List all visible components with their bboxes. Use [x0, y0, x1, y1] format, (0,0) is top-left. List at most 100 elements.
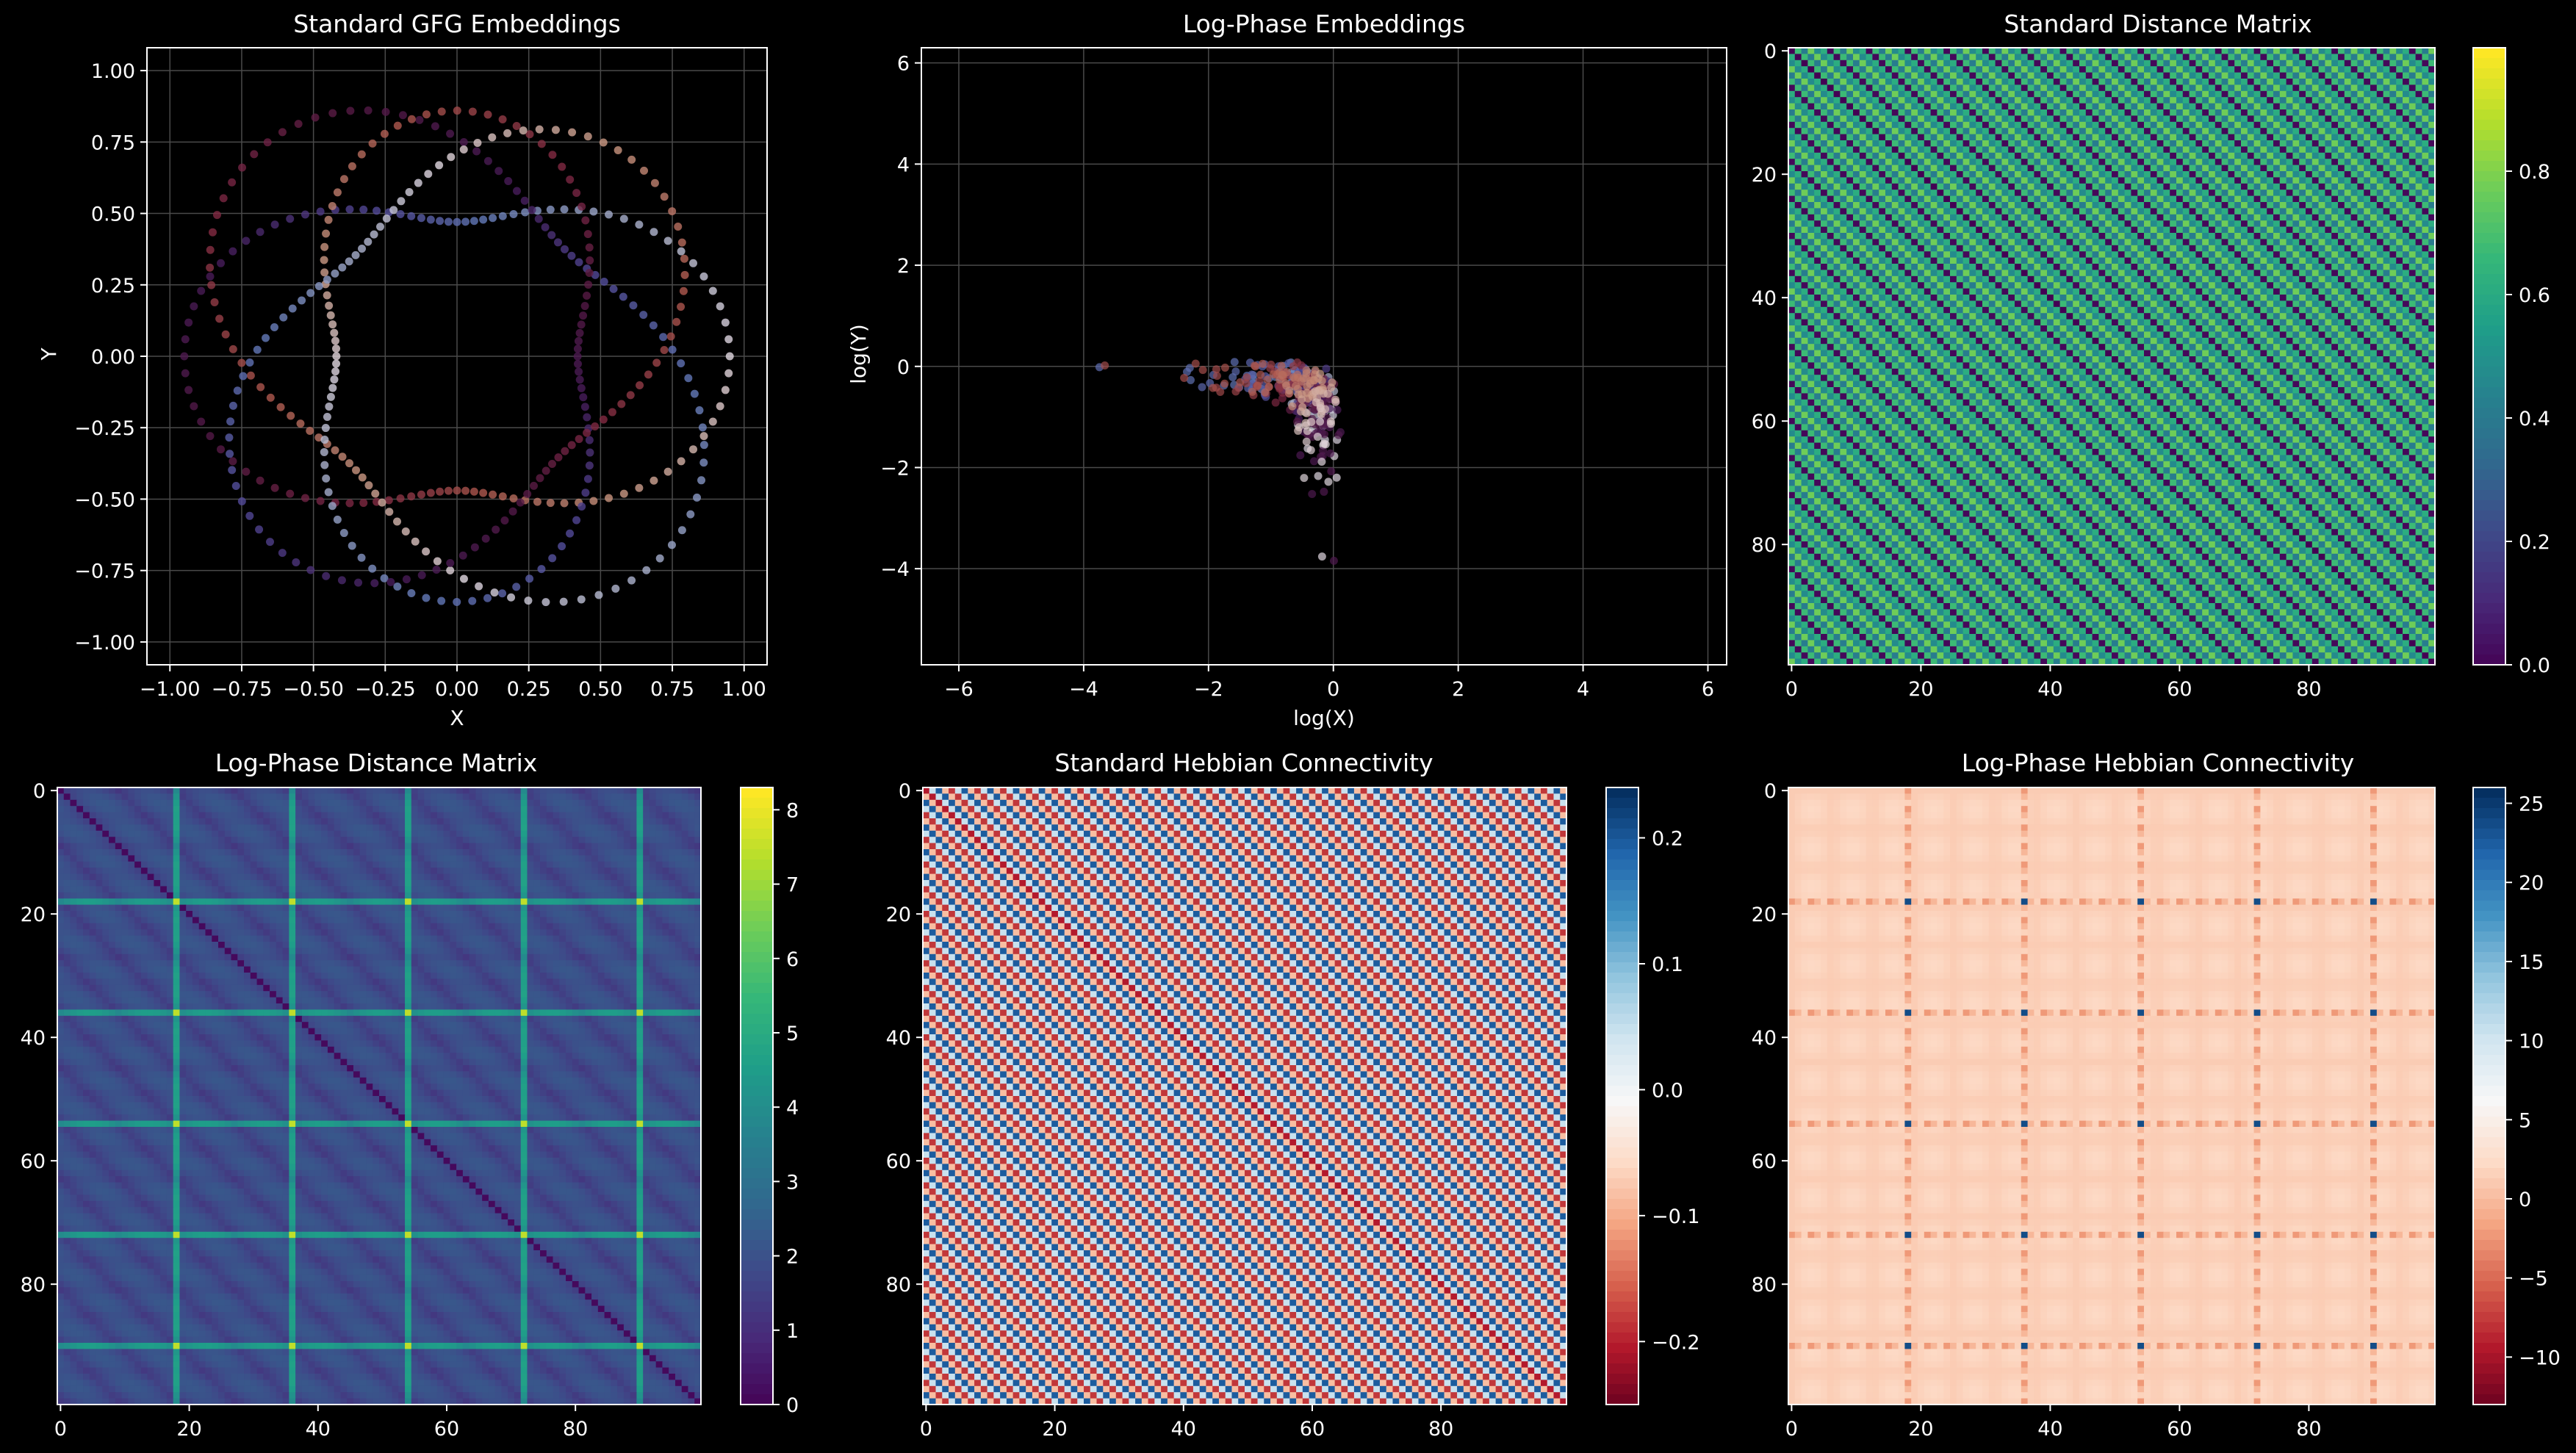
heatmap-cell: [2312, 73, 2319, 79]
heatmap-cell: [1892, 104, 1899, 110]
heatmap-cell: [2047, 84, 2054, 91]
heatmap-cell: [2357, 115, 2364, 122]
heatmap-cell: [2222, 73, 2228, 79]
heatmap-cell: [2396, 115, 2403, 122]
heatmap-cell: [2377, 146, 2383, 153]
data-point: [566, 176, 574, 184]
heatmap-cell: [1924, 54, 1931, 60]
heatmap-cell: [1872, 54, 1879, 60]
heatmap-cell: [2377, 115, 2383, 122]
heatmap-cell: [2060, 146, 2067, 153]
heatmap-cell: [2112, 73, 2118, 79]
data-point: [453, 107, 461, 115]
heatmap-cell: [2234, 79, 2241, 85]
heatmap-cell: [1853, 79, 1860, 85]
heatmap-cell: [2093, 134, 2099, 141]
heatmap-cell: [2273, 73, 2280, 79]
heatmap-cell: [2416, 54, 2422, 60]
heatmap-cell: [2112, 134, 2118, 141]
heatmap-cell: [1834, 91, 1841, 98]
data-point: [664, 237, 672, 245]
heatmap-cell: [2389, 146, 2396, 153]
heatmap-cell: [1899, 91, 1905, 98]
heatmap-cell: [1924, 146, 1931, 153]
heatmap-cell: [1795, 79, 1802, 85]
heatmap-cell: [2170, 73, 2176, 79]
heatmap-cell: [2377, 48, 2383, 54]
data-point: [1307, 446, 1315, 454]
heatmap-cell: [2125, 60, 2131, 67]
heatmap-cell: [1788, 134, 1795, 141]
heatmap-cell: [2118, 54, 2125, 60]
heatmap-cell: [2060, 60, 2067, 67]
heatmap-cell: [1957, 104, 1963, 110]
heatmap-cell: [2287, 122, 2293, 129]
heatmap-cell: [1963, 146, 1970, 153]
data-point: [1330, 557, 1338, 565]
heatmap-cell: [2364, 91, 2370, 98]
data-point: [369, 140, 377, 148]
heatmap-cell: [1911, 140, 1918, 147]
heatmap-cell: [1840, 128, 1846, 134]
data-point: [352, 466, 360, 475]
data-point: [561, 500, 569, 508]
data-point: [322, 229, 330, 237]
heatmap-cell: [2105, 84, 2112, 91]
heatmap-cell: [2079, 146, 2086, 153]
data-point: [681, 271, 689, 279]
data-point: [700, 432, 708, 440]
data-point: [453, 598, 461, 606]
data-point: [1308, 490, 1316, 498]
y-tick-label: 1.00: [91, 60, 135, 83]
heatmap-cell: [1879, 122, 1885, 129]
heatmap-cell: [1853, 91, 1860, 98]
heatmap-cell: [2234, 134, 2241, 141]
data-point: [1317, 404, 1325, 412]
heatmap-cell: [2195, 54, 2202, 60]
heatmap-cell: [1982, 115, 1989, 122]
heatmap-cell: [2034, 122, 2040, 129]
data-point: [445, 487, 453, 495]
heatmap-cell: [2028, 60, 2034, 67]
heatmap-cell: [2287, 73, 2293, 79]
data-point: [345, 459, 353, 467]
heatmap-cell: [2054, 104, 2060, 110]
data-point: [716, 303, 724, 311]
heatmap-cell: [1866, 109, 1873, 116]
heatmap-cell: [2364, 84, 2370, 91]
heatmap-cell: [2118, 97, 2125, 104]
heatmap-cell: [1802, 146, 1808, 153]
heatmap-cell: [2105, 97, 2112, 104]
heatmap-cell: [2144, 79, 2151, 85]
heatmap-cell: [1892, 122, 1899, 129]
heatmap-cell: [2001, 48, 2008, 54]
heatmap-cell: [2325, 91, 2331, 98]
heatmap-cell: [2287, 146, 2293, 153]
heatmap-cell: [2377, 104, 2383, 110]
heatmap-cell: [1899, 122, 1905, 129]
heatmap-cell: [1996, 66, 2002, 73]
heatmap-cell: [2112, 60, 2118, 67]
heatmap-cell: [1860, 146, 1866, 153]
heatmap-cell: [1879, 60, 1885, 67]
data-point: [726, 353, 734, 361]
heatmap-cell: [1827, 73, 1834, 79]
heatmap-cell: [1982, 97, 1989, 104]
heatmap-cell: [2280, 104, 2287, 110]
heatmap-cell: [1885, 140, 1892, 147]
heatmap-cell: [2163, 54, 2170, 60]
heatmap-cell: [2312, 104, 2319, 110]
heatmap-cell: [2248, 54, 2254, 60]
data-point: [242, 237, 250, 245]
heatmap-cell: [2131, 73, 2137, 79]
heatmap-cell: [2163, 73, 2170, 79]
heatmap-cell: [1892, 54, 1899, 60]
heatmap-cell: [1834, 128, 1841, 134]
heatmap-cell: [2403, 84, 2409, 91]
heatmap-cell: [2086, 134, 2093, 141]
heatmap-cell: [2021, 79, 2028, 85]
data-point: [716, 402, 724, 410]
heatmap-cell: [1918, 48, 1924, 54]
heatmap-cell: [1924, 60, 1931, 67]
heatmap-cell: [2248, 122, 2254, 129]
